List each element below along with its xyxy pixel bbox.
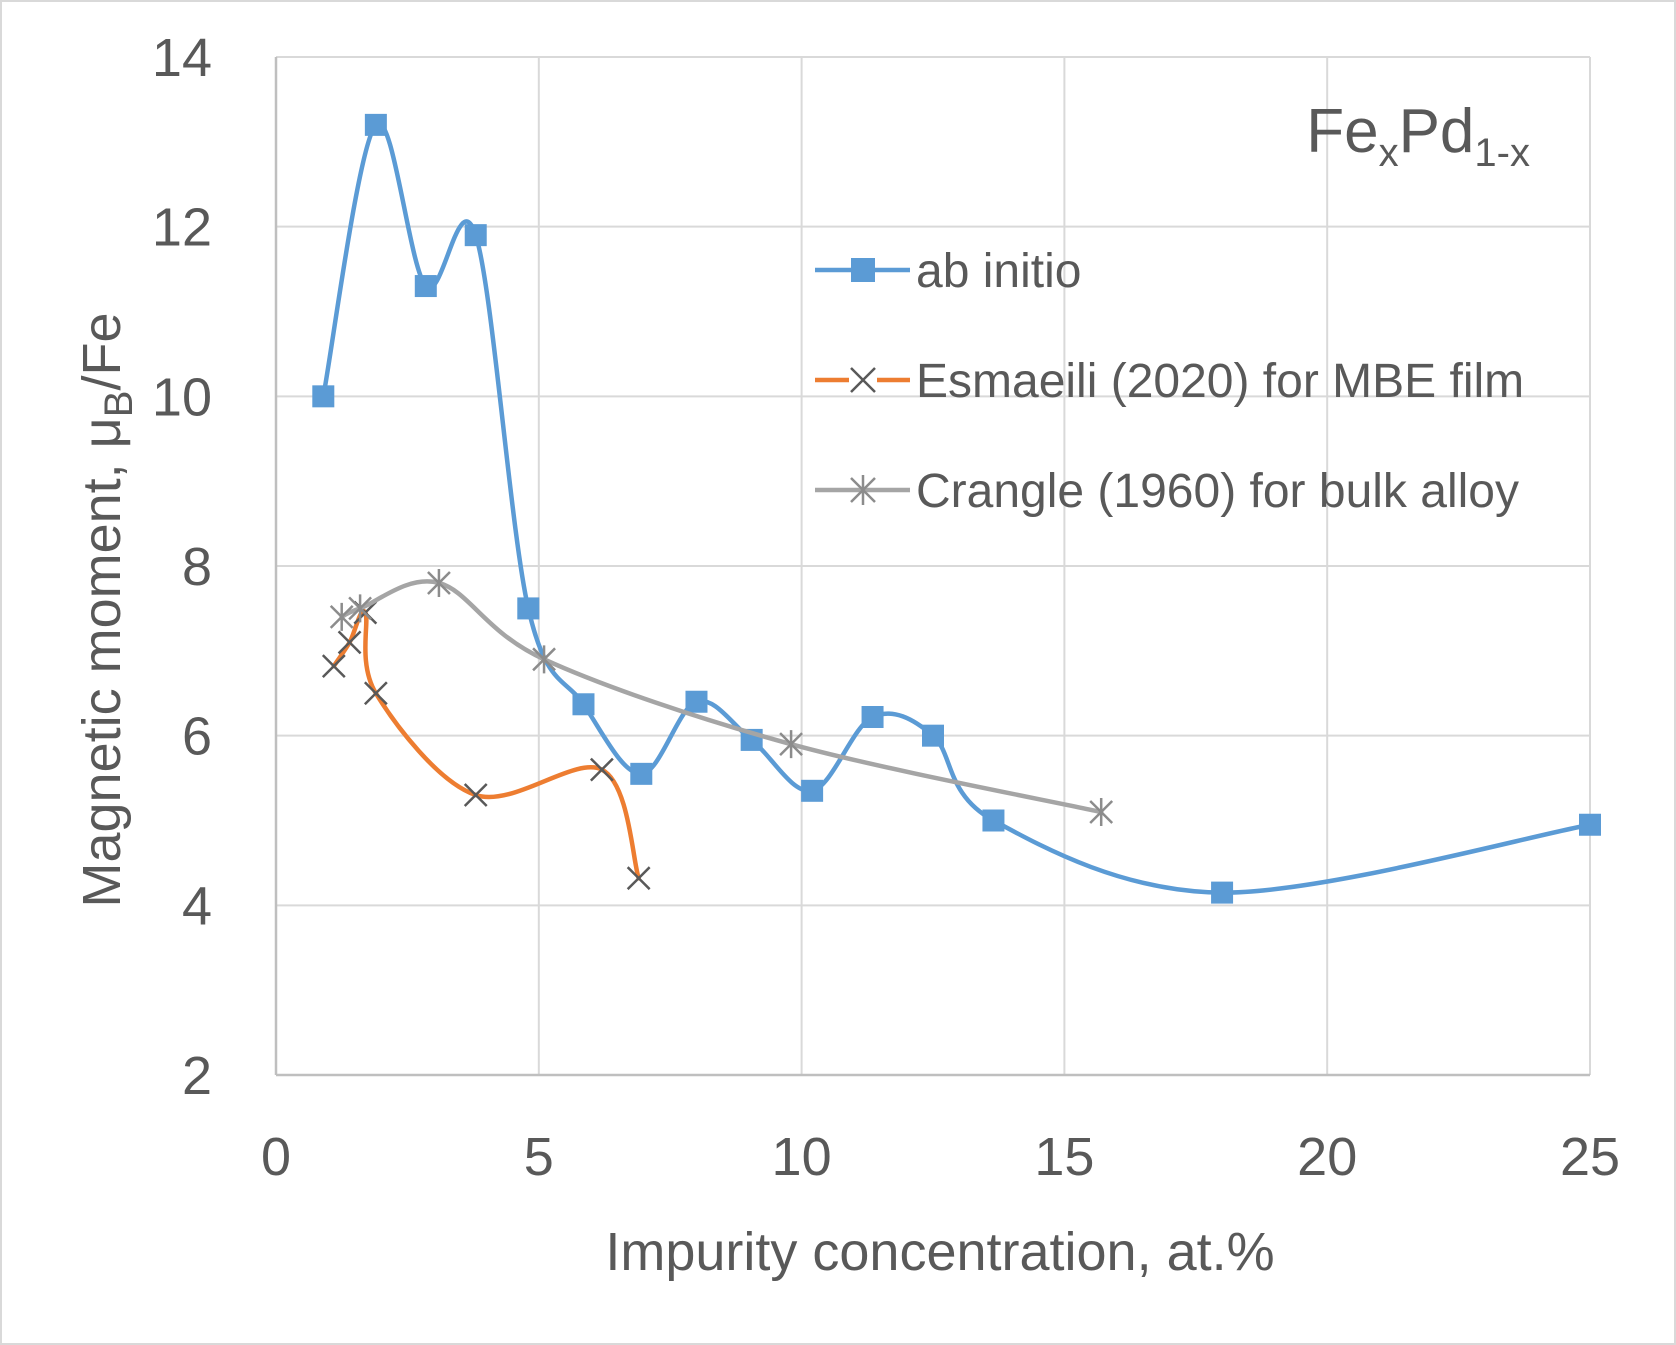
data-point-ab-initio <box>801 779 824 802</box>
annotation-base1: Fe <box>1306 97 1378 166</box>
data-point-esmaeili <box>463 783 488 807</box>
x-tick-label: 15 <box>1034 1127 1094 1187</box>
data-point-crangle <box>348 594 372 623</box>
data-point-ab-initio <box>922 724 944 747</box>
legend-item-esmaeili: Esmaeili (2020) for MBE film <box>815 355 1524 408</box>
chart-annotation: FexPd1-x <box>1306 97 1530 175</box>
data-point-crangle <box>329 602 354 631</box>
y-tick-label: 6 <box>182 707 212 767</box>
legend-label-crangle: Crangle (1960) for bulk alloy <box>916 465 1519 518</box>
data-point-crangle <box>427 568 451 597</box>
legend-item-crangle: Crangle (1960) for bulk alloy <box>815 465 1519 518</box>
data-point-ab-initio <box>517 597 540 620</box>
y-axis-title: Magnetic moment, μB/Fe <box>72 312 141 907</box>
data-point-crangle <box>532 645 556 674</box>
y-tick-label: 4 <box>182 876 212 936</box>
x-tick-label: 5 <box>524 1127 554 1187</box>
legend-marker-ab-initio <box>851 258 875 282</box>
x-axis-title: Impurity concentration, at.% <box>605 1222 1274 1282</box>
y-tick-label: 12 <box>152 198 212 258</box>
series-group <box>312 113 1601 904</box>
data-point-ab-initio <box>982 809 1005 832</box>
y-tick-label: 2 <box>182 1046 212 1106</box>
x-tick-label: 10 <box>772 1127 832 1187</box>
y-tick-label: 10 <box>152 367 212 427</box>
x-tick-label: 20 <box>1297 1127 1357 1187</box>
data-point-ab-initio <box>630 762 653 785</box>
data-point-ab-initio <box>364 113 387 136</box>
data-point-ab-initio <box>312 385 335 408</box>
data-point-ab-initio <box>572 693 595 716</box>
legend: ab initio Esmaeili (2020) for MBE film C… <box>815 245 1524 518</box>
data-point-esmaeili <box>589 757 614 782</box>
axes <box>274 57 1590 1077</box>
data-point-ab-initio <box>464 224 487 247</box>
y-tick-label: 14 <box>152 28 212 88</box>
data-point-ab-initio <box>1579 813 1601 836</box>
data-point-crangle <box>779 730 803 759</box>
annotation-sub2: 1-x <box>1474 131 1530 175</box>
data-point-esmaeili <box>321 654 346 678</box>
x-tick-label: 0 <box>261 1127 291 1187</box>
data-point-esmaeili <box>337 630 362 655</box>
data-point-esmaeili <box>363 681 388 706</box>
x-tick-label: 25 <box>1560 1127 1620 1187</box>
series-crangle <box>329 568 1114 827</box>
data-point-esmaeili <box>626 866 651 891</box>
legend-label-esmaeili: Esmaeili (2020) for MBE film <box>916 355 1524 408</box>
legend-marker-esmaeili <box>849 366 877 394</box>
y-axis-title-sub: B <box>97 391 141 418</box>
data-point-crangle <box>1089 798 1114 827</box>
legend-item-ab-initio: ab initio <box>815 245 1081 298</box>
y-tick-label: 8 <box>182 537 212 597</box>
data-point-ab-initio <box>685 690 708 713</box>
annotation-sub1: x <box>1379 131 1399 175</box>
series-line-crangle <box>339 579 1104 815</box>
data-point-ab-initio <box>414 275 437 298</box>
annotation-base2: Pd <box>1399 97 1475 166</box>
data-point-ab-initio <box>1211 881 1234 904</box>
series-ab-initio <box>312 113 1601 904</box>
y-axis-title-tail: /Fe <box>72 312 132 390</box>
legend-label-ab-initio: ab initio <box>916 245 1081 298</box>
y-axis-title-main: Magnetic moment, μ <box>72 417 132 907</box>
data-point-ab-initio <box>861 706 884 729</box>
tick-labels: 0 5 10 15 20 25 2 4 6 8 10 12 14 <box>152 28 1620 1187</box>
gridlines <box>276 56 1591 1075</box>
legend-marker-crangle <box>850 475 876 505</box>
